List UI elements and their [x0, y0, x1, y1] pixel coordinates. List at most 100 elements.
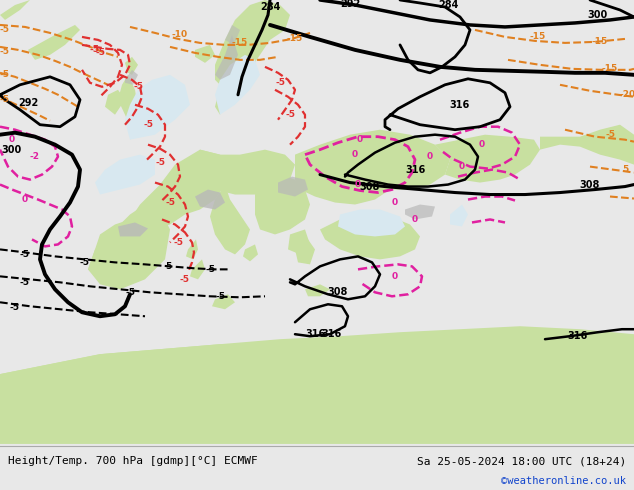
Text: -5: -5	[605, 130, 615, 139]
Text: -5: -5	[215, 292, 225, 301]
Text: 316: 316	[450, 100, 470, 110]
Text: 0: 0	[427, 152, 433, 161]
Polygon shape	[0, 326, 634, 444]
Text: 5: 5	[165, 262, 171, 271]
Polygon shape	[215, 55, 260, 115]
Text: -5: -5	[0, 95, 10, 104]
Text: -5: -5	[20, 250, 30, 259]
Text: 308: 308	[360, 182, 380, 192]
Polygon shape	[450, 204, 468, 226]
Polygon shape	[125, 70, 138, 85]
Text: 300: 300	[588, 10, 608, 20]
Text: -5: -5	[90, 46, 100, 54]
Polygon shape	[278, 176, 308, 196]
Polygon shape	[288, 229, 310, 254]
Polygon shape	[215, 35, 238, 80]
Polygon shape	[125, 57, 138, 75]
Polygon shape	[435, 135, 540, 183]
Polygon shape	[125, 75, 190, 140]
Polygon shape	[186, 240, 198, 259]
Text: 0: 0	[22, 195, 28, 204]
Text: 308: 308	[580, 179, 600, 190]
Polygon shape	[255, 174, 310, 234]
Text: 316: 316	[306, 329, 326, 339]
Text: 0: 0	[392, 198, 398, 207]
Text: -20: -20	[620, 90, 634, 99]
Polygon shape	[295, 130, 450, 190]
Text: -5: -5	[143, 120, 153, 129]
Text: 0: 0	[479, 140, 485, 149]
Text: 0: 0	[392, 272, 398, 281]
Text: -5: -5	[0, 48, 10, 56]
Polygon shape	[320, 215, 420, 259]
Text: -5: -5	[10, 303, 20, 312]
Text: -5: -5	[205, 265, 215, 274]
Polygon shape	[118, 75, 140, 140]
Text: 284: 284	[438, 0, 458, 10]
Polygon shape	[88, 204, 170, 289]
Polygon shape	[243, 245, 258, 261]
Text: Height/Temp. 700 hPa [gdmp][°C] ECMWF: Height/Temp. 700 hPa [gdmp][°C] ECMWF	[8, 457, 257, 466]
Polygon shape	[88, 204, 140, 276]
Polygon shape	[105, 90, 125, 115]
Text: -5: -5	[0, 25, 10, 34]
Text: -5: -5	[155, 158, 165, 167]
Polygon shape	[118, 222, 148, 237]
Text: -15: -15	[530, 32, 546, 42]
Text: -5: -5	[173, 238, 183, 247]
Text: -15: -15	[287, 34, 303, 44]
Text: -2: -2	[30, 152, 40, 161]
Text: -5: -5	[275, 78, 285, 87]
Polygon shape	[338, 210, 405, 237]
Polygon shape	[540, 124, 634, 165]
Text: 316: 316	[322, 329, 342, 339]
Polygon shape	[295, 240, 315, 265]
Text: 5: 5	[622, 165, 628, 174]
Polygon shape	[195, 45, 215, 63]
Text: -5: -5	[285, 110, 295, 119]
Polygon shape	[195, 190, 225, 210]
Polygon shape	[0, 0, 30, 20]
Text: -15: -15	[602, 64, 618, 74]
Text: 0: 0	[357, 135, 363, 144]
Polygon shape	[305, 284, 330, 296]
Text: 316: 316	[405, 165, 425, 174]
Text: -5: -5	[165, 198, 175, 207]
Text: 292: 292	[340, 0, 360, 9]
Polygon shape	[295, 155, 395, 204]
Text: 308: 308	[328, 287, 348, 297]
Text: 0: 0	[412, 215, 418, 224]
Text: -5: -5	[80, 258, 90, 267]
Text: -15: -15	[592, 37, 608, 47]
Text: 284: 284	[260, 2, 280, 12]
Text: Sa 25-05-2024 18:00 UTC (18+24): Sa 25-05-2024 18:00 UTC (18+24)	[417, 457, 626, 466]
Text: -5: -5	[20, 278, 30, 287]
Text: ©weatheronline.co.uk: ©weatheronline.co.uk	[501, 476, 626, 486]
Text: 0: 0	[352, 150, 358, 159]
Text: -5: -5	[180, 275, 190, 284]
Text: 0: 0	[9, 135, 15, 144]
Text: 316: 316	[568, 331, 588, 341]
Text: 0: 0	[355, 180, 361, 189]
Polygon shape	[192, 149, 295, 195]
Text: 0: 0	[459, 162, 465, 171]
Polygon shape	[215, 90, 228, 115]
Text: -5: -5	[133, 82, 143, 91]
Text: -15: -15	[232, 38, 248, 48]
Text: -5: -5	[95, 49, 105, 57]
Text: 300: 300	[2, 145, 22, 155]
Polygon shape	[140, 149, 230, 229]
Polygon shape	[212, 294, 235, 309]
Text: -5: -5	[0, 71, 10, 79]
Text: -5: -5	[125, 288, 135, 297]
Polygon shape	[0, 329, 634, 394]
Polygon shape	[95, 155, 155, 195]
Polygon shape	[190, 259, 205, 279]
Polygon shape	[210, 185, 250, 254]
Polygon shape	[405, 204, 435, 220]
Polygon shape	[215, 0, 290, 90]
Text: -10: -10	[172, 30, 188, 39]
Text: 292: 292	[18, 98, 38, 108]
Polygon shape	[225, 25, 240, 45]
Polygon shape	[28, 25, 80, 60]
